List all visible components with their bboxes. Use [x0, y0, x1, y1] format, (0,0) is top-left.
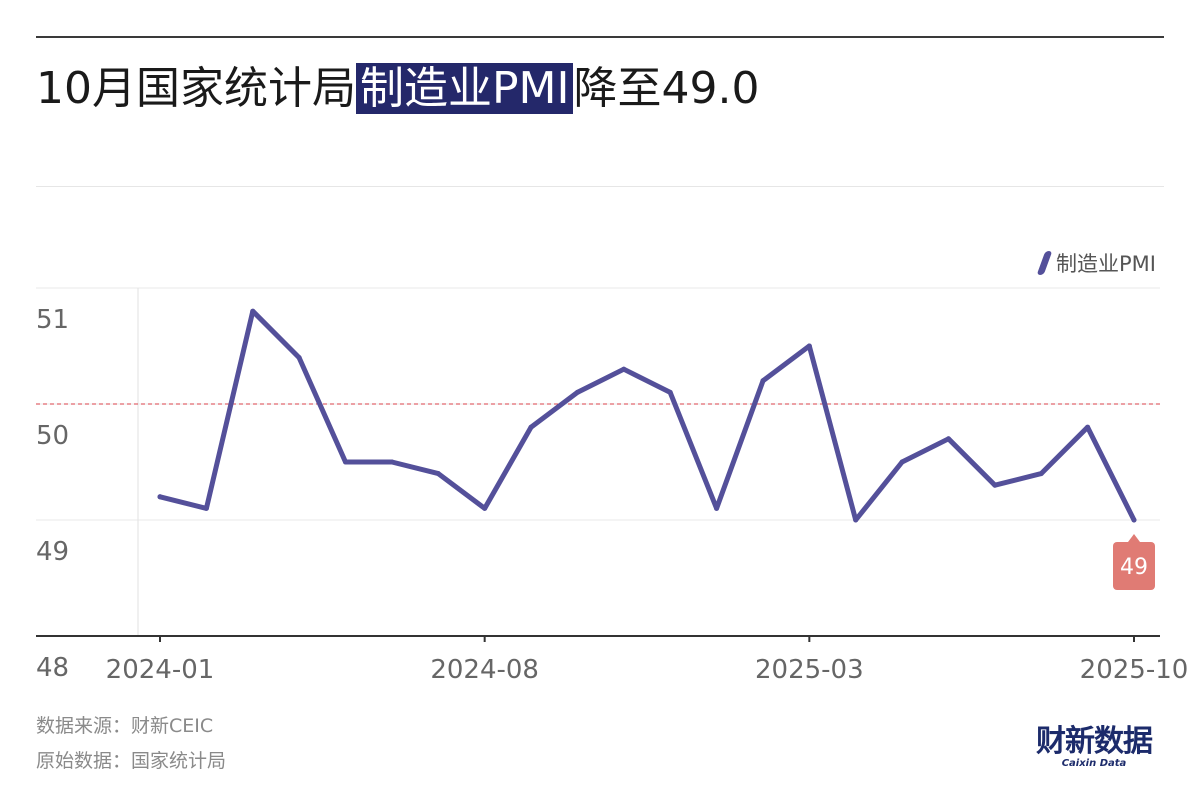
x-tick-label-2024-01: 2024-01	[106, 655, 215, 685]
brand-logo: 财新数据 Caixin Data	[1036, 724, 1153, 770]
data-point-2024-07	[435, 471, 441, 477]
data-point-2025-09	[1085, 424, 1091, 430]
data-point-2024-05	[343, 459, 349, 465]
data-point-2025-05	[899, 459, 905, 465]
header-divider	[36, 186, 1164, 187]
data-source: 数据来源：财新CEIC	[36, 715, 214, 737]
last-value-badge-pointer	[1128, 534, 1140, 542]
last-value-badge	[1113, 542, 1155, 590]
data-point-2024-03	[250, 308, 256, 314]
data-point-2025-08	[1038, 471, 1044, 477]
x-tick-label-2024-08: 2024-08	[430, 655, 539, 685]
data-point-2024-06	[389, 459, 395, 465]
data-point-2024-12	[667, 389, 673, 395]
brand-name-en: Caixin Data	[1061, 758, 1127, 769]
data-point-2025-06	[945, 436, 951, 442]
brand-name-cn: 财新数据	[1036, 724, 1153, 759]
data-point-2025-07	[992, 482, 998, 488]
title-prefix: 10月国家统计局	[36, 63, 356, 114]
data-point-2025-03	[806, 343, 812, 349]
data-point-2025-02	[760, 378, 766, 384]
data-point-2025-01	[714, 505, 720, 511]
original-data-source: 原始数据：国家统计局	[36, 750, 227, 772]
title-highlight: 制造业PMI	[356, 63, 574, 114]
data-point-2024-01	[157, 494, 163, 500]
legend-label: 制造业PMI	[1056, 252, 1156, 276]
last-value-label: 49	[1120, 555, 1148, 580]
data-point-2024-04	[296, 355, 302, 361]
data-point-2024-11	[621, 366, 627, 372]
title-suffix: 降至49.0	[573, 63, 760, 114]
x-tick-label-2025-10: 2025-10	[1080, 655, 1189, 685]
data-point-2024-09	[528, 424, 534, 430]
data-point-2024-02	[203, 505, 209, 511]
y-tick-label-51: 51	[36, 305, 69, 335]
series-line-pmi	[157, 308, 1137, 523]
top-rule	[36, 36, 1164, 38]
legend: 制造业PMI	[1036, 248, 1156, 278]
y-tick-label-48: 48	[36, 653, 69, 683]
data-point-2025-04	[853, 517, 859, 523]
y-tick-label-50: 50	[36, 421, 69, 451]
data-point-2025-10	[1131, 517, 1137, 523]
x-tick-label-2025-03: 2025-03	[755, 655, 864, 685]
chart-title: 10月国家统计局制造业PMI降至49.0	[36, 60, 759, 118]
data-point-2024-10	[574, 389, 580, 395]
data-point-2024-08	[482, 505, 488, 511]
y-tick-label-49: 49	[36, 537, 69, 567]
